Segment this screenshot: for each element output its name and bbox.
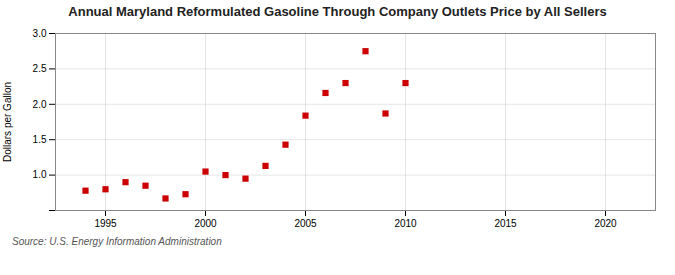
svg-text:3.0: 3.0 — [33, 28, 47, 39]
svg-text:2000: 2000 — [194, 218, 217, 229]
svg-text:1.0: 1.0 — [33, 169, 47, 180]
svg-text:Dollars per Gallon: Dollars per Gallon — [2, 82, 13, 162]
svg-text:2005: 2005 — [294, 218, 317, 229]
html-text:Annual Maryland Reformulated G: Annual Maryland Reformulated Gasoline Th… — [68, 4, 607, 19]
svg-text:2.0: 2.0 — [33, 99, 47, 110]
svg-text:2.5: 2.5 — [33, 63, 47, 74]
html-text:Source: U.S. Energy Informatio: Source: U.S. Energy Information Administ… — [12, 236, 222, 247]
svg-text:1995: 1995 — [94, 218, 117, 229]
svg-text:2020: 2020 — [594, 218, 617, 229]
svg-text:2010: 2010 — [394, 218, 417, 229]
svg-text:1.5: 1.5 — [33, 134, 47, 145]
svg-text:2015: 2015 — [494, 218, 517, 229]
